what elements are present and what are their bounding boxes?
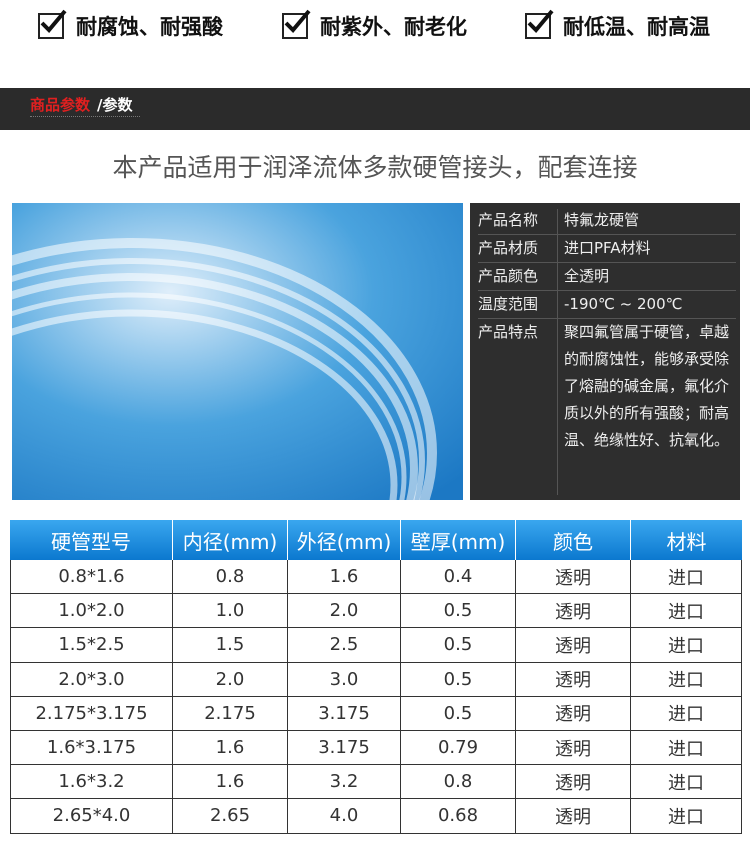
spec-value: 进口PFA材料	[564, 239, 651, 257]
table-cell: 2.175	[172, 696, 287, 731]
spec-value: 聚四氟管属于硬管，卓越的耐腐蚀性，能够承受除了熔融的碱金属，氟化介质以外的所有强…	[564, 323, 730, 449]
table-cell: 0.8	[172, 560, 287, 595]
table-cell: 2.0	[172, 662, 287, 697]
table-cell: 3.0	[287, 662, 400, 697]
table-header-cell: 材料	[630, 520, 742, 560]
table-cell: 0.5	[400, 628, 515, 663]
table-cell: 透明	[515, 594, 630, 629]
banner: 商品参数 /参数	[0, 88, 750, 130]
table-cell: 1.6	[172, 731, 287, 766]
feature-text: 耐腐蚀、耐强酸	[76, 15, 223, 39]
table-cell: 进口	[630, 628, 742, 663]
feature: 耐紫外、耐老化	[282, 8, 467, 44]
table-header	[10, 520, 742, 560]
spec-row: 产品名称 特氟龙硬管	[478, 207, 736, 235]
table-cell: 0.5	[400, 594, 515, 629]
table-cell: 1.6*3.175	[10, 731, 172, 766]
table-cell: 透明	[515, 799, 630, 834]
table-cell: 0.79	[400, 731, 515, 766]
spec-value: 全透明	[564, 267, 610, 285]
spec-row: 产品材质 进口PFA材料	[478, 235, 736, 263]
table-cell: 进口	[630, 594, 742, 629]
spec-value: -190℃ ~ 200℃	[564, 295, 683, 313]
table-cell: 透明	[515, 696, 630, 731]
table-cell: 透明	[515, 560, 630, 595]
table-cell: 1.6	[287, 560, 400, 595]
table-cell: 0.8	[400, 765, 515, 800]
spec-panel	[470, 203, 740, 500]
feature-text: 耐低温、耐高温	[563, 15, 710, 39]
table-cell: 2.0*3.0	[10, 662, 172, 697]
table-cell: 1.5*2.5	[10, 628, 172, 663]
table-cell: 0.68	[400, 799, 515, 834]
table-cell: 1.5	[172, 628, 287, 663]
table-cell: 1.0	[172, 594, 287, 629]
spec-label: 温度范围	[478, 295, 539, 313]
table-cell: 进口	[630, 662, 742, 697]
table-cell: 进口	[630, 799, 742, 834]
table-header-cell: 壁厚(mm)	[400, 520, 515, 560]
check-icon	[525, 9, 554, 39]
check-icon	[38, 9, 67, 39]
spec-label: 产品颜色	[478, 267, 539, 285]
table-cell: 透明	[515, 662, 630, 697]
table-cell: 进口	[630, 560, 742, 595]
banner-decor	[30, 116, 140, 119]
table-cell: 2.65*4.0	[10, 799, 172, 834]
subtitle: 本产品适用于润泽流体多款硬管接头，配套连接	[112, 153, 638, 182]
table-cell: 透明	[515, 731, 630, 766]
feature-text: 耐紫外、耐老化	[320, 15, 467, 39]
spec-row: 温度范围 -190℃ ~ 200℃	[478, 291, 736, 319]
banner-title: 商品参数	[30, 96, 91, 114]
table-cell: 0.5	[400, 696, 515, 731]
table-cell: 2.0	[287, 594, 400, 629]
table-cell: 0.4	[400, 560, 515, 595]
table-cell: 4.0	[287, 799, 400, 834]
table-header-cell: 颜色	[515, 520, 630, 560]
feature: 耐低温、耐高温	[525, 8, 710, 44]
spec-label: 产品材质	[478, 239, 539, 257]
product-image	[12, 203, 463, 500]
banner-suffix: /参数	[97, 96, 133, 114]
table-cell: 2.5	[287, 628, 400, 663]
table-cell: 0.5	[400, 662, 515, 697]
spec-value: 特氟龙硬管	[564, 211, 640, 229]
spec-label: 产品特点	[478, 323, 539, 341]
table-cell: 1.0*2.0	[10, 594, 172, 629]
spec-row: 产品颜色 全透明	[478, 263, 736, 291]
table-cell: 进口	[630, 696, 742, 731]
table-cell: 进口	[630, 765, 742, 800]
spec-label: 产品名称	[478, 211, 539, 229]
table-cell: 1.6	[172, 765, 287, 800]
table-cell: 透明	[515, 628, 630, 663]
table-cell: 3.175	[287, 731, 400, 766]
spec-row: 产品特点 聚四氟管属于硬管，卓越的耐腐蚀性，能够承受除了熔融的碱金属，氟化介质以外…	[478, 319, 736, 454]
table-cell: 2.65	[172, 799, 287, 834]
table-cell: 透明	[515, 765, 630, 800]
table-cell: 进口	[630, 731, 742, 766]
table-cell: 3.2	[287, 765, 400, 800]
table-cell: 3.175	[287, 696, 400, 731]
divider	[557, 209, 558, 495]
feature: 耐腐蚀、耐强酸	[38, 8, 223, 44]
table-header-cell: 硬管型号	[51, 529, 131, 554]
table-cell: 2.175*3.175	[10, 696, 172, 731]
table-cell: 1.6*3.2	[10, 765, 172, 800]
table-cell: 0.8*1.6	[10, 560, 172, 595]
check-icon	[282, 9, 311, 39]
table-header-cell: 外径(mm)	[287, 520, 400, 560]
table-header-cell: 内径(mm)	[172, 520, 287, 560]
